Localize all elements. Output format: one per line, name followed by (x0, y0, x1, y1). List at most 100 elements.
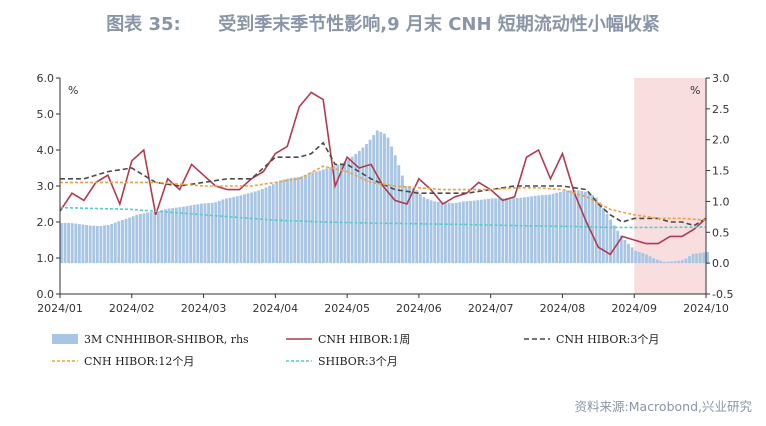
bar-239 (630, 247, 634, 264)
bar-143 (400, 175, 404, 264)
bar-158 (436, 201, 440, 264)
bar-162 (447, 202, 451, 264)
bar-57 (196, 204, 200, 264)
bar-36 (146, 212, 150, 264)
rate-lines (59, 91, 707, 256)
bar-255 (670, 261, 673, 264)
bar-155 (429, 200, 433, 264)
bar-74 (235, 196, 239, 264)
bar-83 (257, 190, 261, 264)
bar-26 (121, 220, 124, 264)
bar-222 (591, 195, 595, 264)
bar-173 (472, 200, 476, 264)
bar-260 (680, 260, 684, 264)
bar-41 (156, 210, 160, 264)
bar-84 (260, 189, 264, 264)
right-tick-label: 2.0 (712, 134, 730, 147)
bar-195 (526, 196, 530, 264)
bar-116 (336, 164, 340, 264)
x-tick-label: 2024/09 (611, 302, 657, 315)
bar-62 (207, 203, 211, 264)
bar-248 (652, 258, 656, 264)
left-tick-label: 0.0 (37, 288, 55, 301)
bar-0 (60, 223, 63, 264)
bar-234 (619, 235, 623, 264)
spread-bars (60, 130, 709, 264)
bar-137 (386, 137, 390, 264)
legend-label: 3M CNHHIBOR-SHIBOR, rhs (84, 333, 249, 346)
bar-258 (677, 260, 681, 264)
x-tick-label: 2024/10 (683, 302, 729, 315)
bar-251 (659, 260, 663, 264)
bar-123 (354, 153, 358, 264)
bar-23 (113, 222, 117, 264)
bar-110 (321, 169, 325, 264)
source-note: 资料来源:Macrobond,兴业研究 (574, 399, 752, 414)
bar-3 (67, 223, 71, 264)
bar-197 (530, 196, 534, 264)
bar-201 (540, 195, 544, 264)
bar-152 (422, 197, 426, 264)
x-tick-label: 2024/08 (540, 302, 586, 315)
bar-132 (375, 130, 379, 264)
series-line-4 (59, 206, 707, 229)
bar-51 (182, 206, 185, 264)
bar-72 (232, 197, 236, 264)
x-tick-label: 2024/07 (468, 302, 514, 315)
bar-27 (124, 218, 128, 264)
bar-93 (282, 179, 286, 264)
right-tick-label: 0.5 (712, 226, 730, 239)
bar-50 (178, 207, 182, 264)
bar-20 (106, 225, 110, 264)
legend-swatch-bar (52, 334, 78, 344)
bar-77 (243, 194, 246, 264)
bar-168 (461, 201, 465, 264)
bar-48 (174, 207, 178, 264)
bar-71 (228, 197, 232, 264)
bar-5 (70, 223, 74, 264)
bar-80 (250, 192, 254, 264)
bar-245 (644, 254, 648, 264)
bar-252 (662, 261, 666, 264)
bar-129 (368, 139, 372, 264)
bar-228 (605, 213, 609, 264)
left-axis-unit: % (68, 84, 78, 97)
bar-99 (296, 177, 300, 264)
bar-92 (278, 180, 282, 264)
bar-107 (314, 171, 318, 264)
bar-257 (673, 261, 677, 264)
bar-102 (304, 174, 307, 264)
bar-134 (379, 132, 383, 264)
bar-189 (512, 198, 516, 264)
bar-185 (501, 198, 505, 264)
bar-179 (487, 198, 490, 264)
bar-21 (110, 223, 114, 264)
bar-264 (691, 253, 695, 264)
bar-113 (329, 167, 333, 264)
bar-165 (454, 202, 458, 264)
bar-128 (365, 143, 368, 264)
bar-203 (544, 194, 548, 264)
right-tick-label: 1.5 (712, 165, 730, 178)
bar-39 (153, 211, 157, 264)
bar-65 (214, 202, 218, 264)
bar-209 (558, 191, 562, 264)
bar-150 (418, 193, 422, 264)
bar-63 (210, 202, 214, 264)
bar-17 (99, 225, 103, 264)
bar-231 (612, 225, 616, 264)
bar-144 (404, 186, 408, 264)
bar-87 (268, 185, 272, 264)
left-tick-label: 6.0 (37, 72, 55, 85)
bar-35 (142, 213, 146, 264)
bar-164 (451, 203, 455, 264)
bar-140 (393, 155, 397, 264)
right-tick-label: -0.5 (712, 288, 733, 301)
bar-177 (483, 199, 487, 264)
legend: 3M CNHHIBOR-SHIBOR, rhs CNH HIBOR:1周 CNH H… (52, 333, 659, 368)
bar-30 (131, 216, 135, 264)
bar-60 (203, 203, 207, 264)
bar-29 (128, 217, 132, 264)
bar-125 (357, 150, 361, 264)
bar-56 (192, 204, 196, 264)
